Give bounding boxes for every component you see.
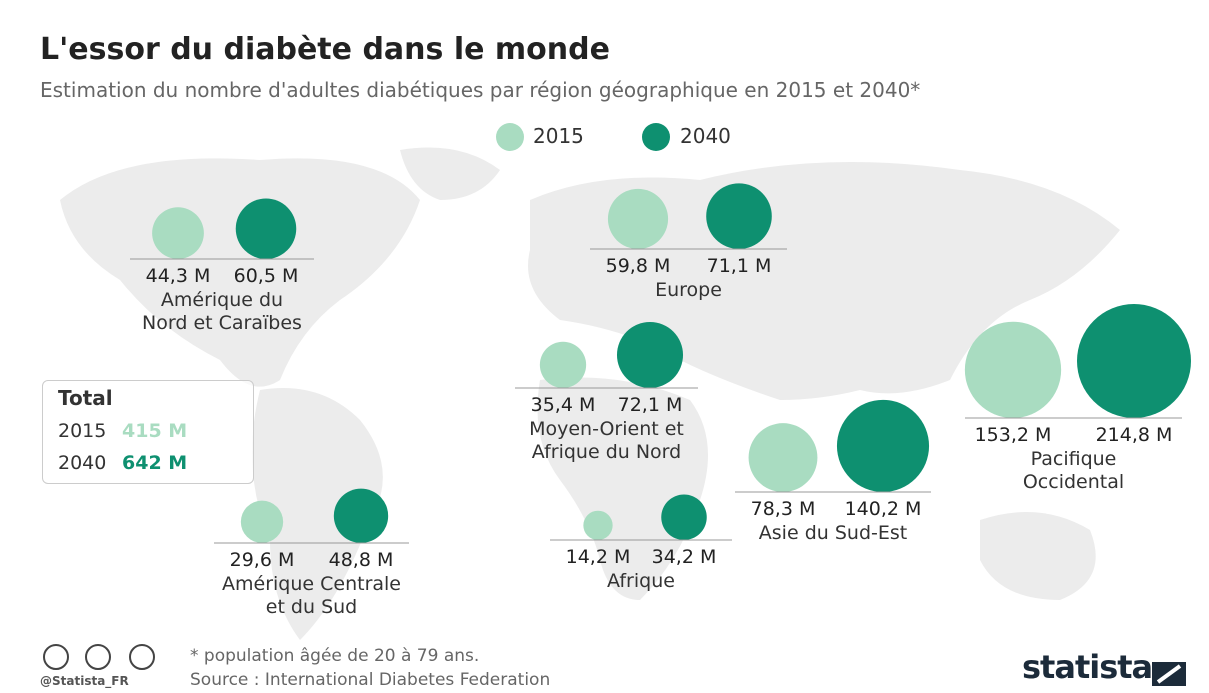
value-label: 72,1 M: [617, 394, 683, 416]
totals-year: 2040: [58, 452, 107, 474]
license-icon: [129, 644, 155, 670]
value-label: 59,8 M: [605, 255, 671, 277]
region-name: Amérique du Nord et Caraïbes: [142, 289, 302, 334]
bubble: [706, 183, 772, 249]
brand-icon: [1148, 658, 1190, 690]
region-name: Moyen-Orient et Afrique du Nord: [529, 418, 684, 463]
value-label: 60,5 M: [233, 265, 299, 287]
brand: statista: [1022, 648, 1153, 686]
bubble: [152, 207, 204, 259]
footnote: * population âgée de 20 à 79 ans.: [190, 646, 480, 666]
license-icon: [85, 644, 111, 670]
bubble: [583, 510, 613, 540]
bubble: [539, 341, 587, 388]
bubble: [964, 321, 1062, 418]
license-icon: [43, 644, 69, 670]
handle: @Statista_FR: [40, 674, 129, 688]
legend-swatch: [642, 123, 670, 151]
totals-box: [42, 380, 254, 484]
totals-value: 642 M: [122, 452, 188, 474]
value-label: 153,2 M: [974, 424, 1052, 446]
value-label: 48,8 M: [328, 549, 394, 571]
region-name: Amérique Centrale et du Sud: [222, 573, 401, 618]
region-name: Asie du Sud-Est: [758, 522, 908, 544]
value-label: 78,3 M: [750, 498, 816, 520]
source: Source : International Diabetes Federati…: [190, 670, 551, 690]
region-name: Pacifique Occidental: [1022, 448, 1125, 493]
bubble: [607, 188, 669, 250]
bubble: [333, 488, 389, 543]
bubble: [836, 399, 930, 492]
legend-swatch: [496, 123, 524, 151]
value-label: 71,1 M: [706, 255, 772, 277]
value-label: 214,8 M: [1095, 424, 1173, 446]
bubble: [661, 494, 707, 540]
totals-title: Total: [58, 386, 113, 410]
value-label: 140,2 M: [844, 498, 922, 520]
legend-label: 2015: [533, 124, 584, 148]
legend-label: 2040: [680, 124, 731, 148]
bubble: [1077, 304, 1191, 418]
bubble: [240, 500, 284, 543]
bubble: [616, 321, 684, 388]
chart-title: L'essor du diabète dans le monde: [40, 32, 610, 67]
value-label: 14,2 M: [565, 546, 631, 568]
region-name: Europe: [655, 279, 722, 301]
bubble: [748, 423, 818, 492]
totals-value: 415 M: [122, 420, 188, 442]
bubble: [235, 198, 297, 259]
value-label: 44,3 M: [145, 265, 211, 287]
chart-subtitle: Estimation du nombre d'adultes diabétiqu…: [40, 78, 921, 102]
value-label: 29,6 M: [229, 549, 295, 571]
totals-year: 2015: [58, 420, 107, 442]
region-name: Afrique: [607, 570, 675, 592]
value-label: 35,4 M: [530, 394, 596, 416]
value-label: 34,2 M: [651, 546, 717, 568]
